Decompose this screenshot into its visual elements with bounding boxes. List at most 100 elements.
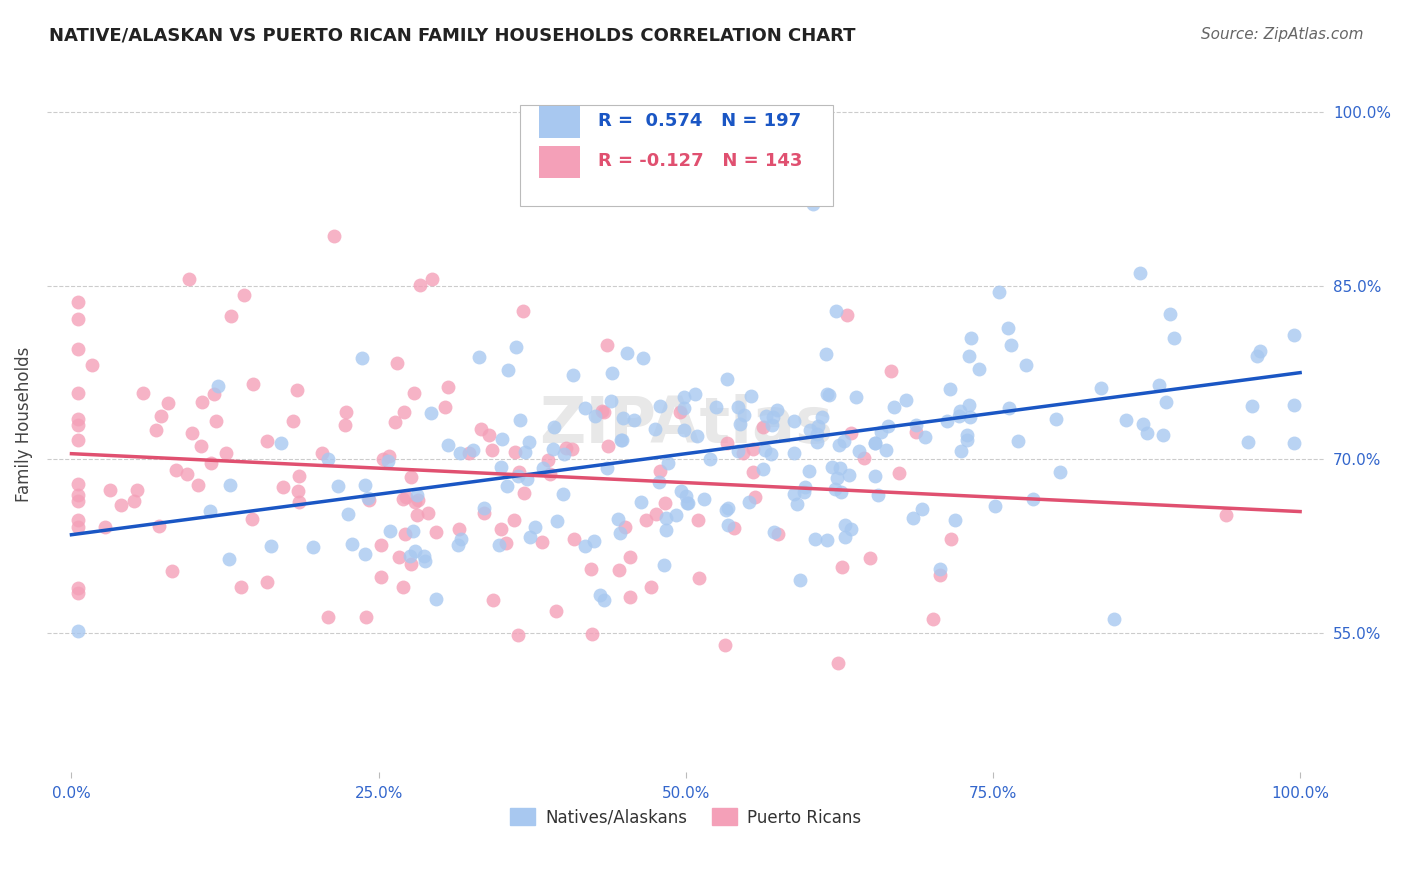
- Point: [959, 409, 981, 424]
- Point: [66, 487, 89, 501]
- Point: [807, 419, 830, 434]
- Point: [905, 418, 928, 433]
- Point: [377, 454, 399, 468]
- Point: [870, 425, 893, 439]
- Point: [205, 414, 228, 428]
- Point: [583, 533, 606, 548]
- Point: [491, 433, 513, 447]
- Point: [66, 581, 89, 595]
- Point: [804, 532, 827, 546]
- Point: [612, 410, 634, 425]
- Point: [450, 533, 472, 547]
- Point: [817, 388, 839, 402]
- Point: [583, 409, 606, 423]
- Point: [616, 346, 638, 360]
- Point: [354, 547, 377, 561]
- Point: [506, 628, 529, 642]
- Point: [837, 308, 859, 322]
- Point: [402, 524, 425, 538]
- Point: [449, 446, 471, 460]
- Point: [404, 544, 426, 558]
- Point: [619, 591, 641, 605]
- Point: [967, 362, 990, 376]
- Point: [824, 482, 846, 496]
- Point: [943, 513, 966, 527]
- Point: [623, 413, 645, 427]
- Point: [737, 494, 759, 508]
- Point: [901, 510, 924, 524]
- Point: [887, 467, 910, 481]
- Point: [1237, 434, 1260, 449]
- Point: [827, 656, 849, 670]
- Point: [273, 480, 295, 494]
- Point: [127, 483, 149, 497]
- Point: [766, 526, 789, 541]
- Point: [956, 433, 979, 447]
- Point: [672, 423, 695, 437]
- Point: [613, 520, 636, 534]
- Point: [619, 549, 641, 564]
- Point: [416, 506, 439, 520]
- Text: ZIPAtlas: ZIPAtlas: [538, 393, 832, 456]
- Point: [66, 386, 89, 401]
- Point: [742, 466, 765, 480]
- Point: [533, 461, 555, 475]
- FancyBboxPatch shape: [538, 146, 579, 178]
- Point: [404, 495, 426, 509]
- Point: [789, 573, 811, 587]
- Point: [741, 442, 763, 457]
- Point: [799, 423, 821, 437]
- Point: [543, 419, 565, 434]
- Point: [437, 438, 460, 452]
- Point: [503, 513, 526, 527]
- Point: [218, 552, 240, 566]
- Legend: Natives/Alaskans, Puerto Ricans: Natives/Alaskans, Puerto Ricans: [503, 802, 868, 833]
- Point: [537, 453, 560, 467]
- Point: [515, 445, 537, 459]
- Point: [654, 496, 676, 510]
- Point: [66, 343, 89, 357]
- FancyBboxPatch shape: [520, 105, 832, 206]
- Point: [240, 512, 263, 526]
- Point: [806, 434, 828, 449]
- Point: [647, 475, 669, 489]
- Point: [834, 530, 856, 544]
- Point: [894, 393, 917, 408]
- Point: [841, 426, 863, 441]
- Point: [928, 567, 950, 582]
- Point: [1152, 427, 1174, 442]
- Point: [665, 508, 688, 523]
- Point: [66, 295, 89, 310]
- Point: [336, 507, 359, 521]
- Point: [357, 491, 380, 505]
- Point: [574, 401, 596, 416]
- Point: [406, 493, 429, 508]
- Point: [66, 412, 89, 426]
- Point: [1163, 331, 1185, 345]
- Point: [399, 470, 422, 484]
- Point: [841, 522, 863, 536]
- Point: [853, 450, 876, 465]
- Point: [669, 484, 692, 499]
- Point: [865, 436, 887, 450]
- Point: [581, 627, 603, 641]
- Point: [793, 485, 815, 500]
- Point: [1049, 465, 1071, 479]
- Point: [825, 304, 848, 318]
- Point: [468, 351, 491, 365]
- Point: [704, 401, 727, 415]
- Point: [516, 471, 538, 485]
- Point: [512, 486, 534, 500]
- Point: [669, 405, 692, 419]
- Point: [801, 197, 824, 211]
- Point: [260, 540, 283, 554]
- Point: [191, 394, 214, 409]
- Point: [941, 532, 963, 546]
- Point: [699, 451, 721, 466]
- Point: [561, 442, 583, 456]
- Point: [472, 506, 495, 520]
- Point: [288, 495, 311, 509]
- Point: [652, 558, 675, 572]
- Point: [66, 417, 89, 432]
- Point: [591, 404, 613, 418]
